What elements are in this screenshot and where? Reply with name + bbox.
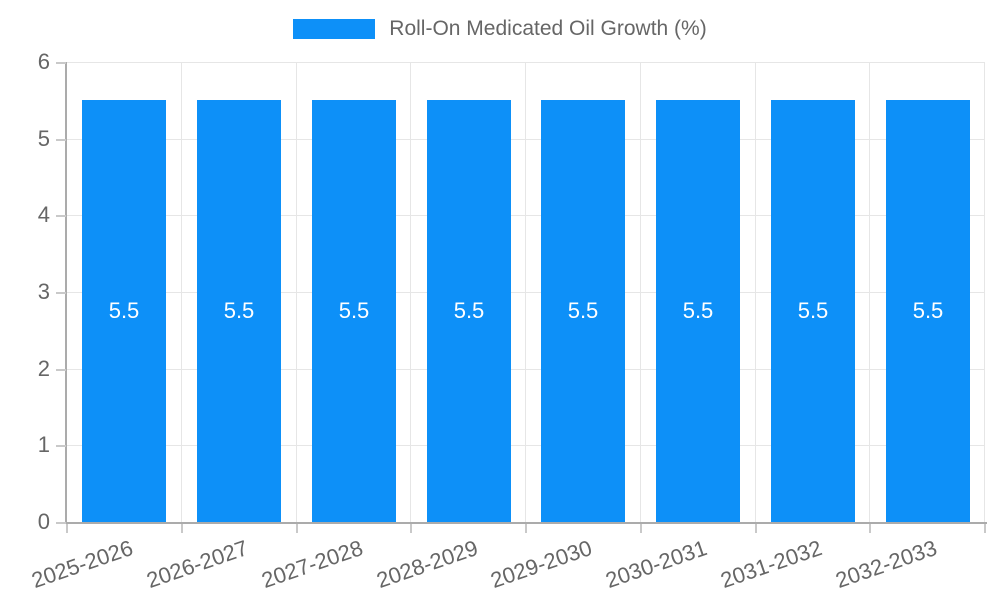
x-tick-label: 2025-2026 [28, 535, 136, 593]
x-tick-label: 2031-2032 [717, 535, 825, 593]
y-tick-mark [56, 369, 66, 371]
bar[interactable]: 5.5 [771, 100, 855, 522]
bar[interactable]: 5.5 [197, 100, 281, 522]
x-tick-mark [410, 524, 412, 533]
x-tick-mark [640, 524, 642, 533]
x-tick-mark [869, 524, 871, 533]
legend-label: Roll-On Medicated Oil Growth (%) [389, 17, 707, 40]
bar-value-label: 5.5 [108, 298, 140, 323]
plot-area: 5.5 5.5 5.5 5.5 5.5 5.5 5.5 5.5 [67, 62, 985, 522]
y-tick-mark [56, 139, 66, 141]
x-tick-mark [296, 524, 298, 533]
y-tick-label: 2 [37, 356, 50, 381]
bar-value-label: 5.5 [223, 298, 255, 323]
y-tick-mark [56, 292, 66, 294]
x-tick-label: 2027-2028 [258, 535, 366, 593]
x-axis-line [65, 522, 987, 524]
y-gridline [67, 139, 985, 140]
y-tick-label: 6 [37, 49, 50, 74]
x-gridline [296, 62, 297, 522]
x-gridline [640, 62, 641, 522]
x-tick-mark [66, 524, 68, 533]
x-tick-mark [984, 524, 986, 533]
x-gridline [525, 62, 526, 522]
y-gridline [67, 369, 985, 370]
x-tick-mark [181, 524, 183, 533]
y-tick-mark [56, 445, 66, 447]
bar-value-label: 5.5 [797, 298, 829, 323]
chart-legend[interactable]: Roll-On Medicated Oil Growth (%) [0, 16, 1000, 42]
bar[interactable]: 5.5 [541, 100, 625, 522]
bar[interactable]: 5.5 [656, 100, 740, 522]
x-tick-label: 2030-2031 [602, 535, 710, 593]
x-tick-label: 2032-2033 [832, 535, 940, 593]
y-gridline [67, 292, 985, 293]
y-gridline [67, 62, 985, 63]
bar-value-label: 5.5 [567, 298, 599, 323]
bar-value-label: 5.5 [912, 298, 944, 323]
bar-value-label: 5.5 [338, 298, 370, 323]
y-tick-label: 3 [37, 279, 50, 304]
y-tick-mark [56, 522, 66, 524]
y-gridline [67, 445, 985, 446]
bar-value-label: 5.5 [453, 298, 485, 323]
y-tick-label: 4 [37, 202, 50, 227]
x-gridline [410, 62, 411, 522]
y-tick-mark [56, 215, 66, 217]
bar[interactable]: 5.5 [82, 100, 166, 522]
y-tick-label: 5 [37, 126, 50, 151]
y-tick-mark [56, 62, 66, 64]
x-tick-label: 2029-2030 [487, 535, 595, 593]
bar[interactable]: 5.5 [312, 100, 396, 522]
legend-swatch [293, 19, 376, 39]
x-gridline [755, 62, 756, 522]
y-tick-label: 0 [37, 509, 50, 534]
y-tick-label: 1 [37, 432, 50, 457]
x-tick-mark [755, 524, 757, 533]
bar-value-label: 5.5 [682, 298, 714, 323]
x-gridline [869, 62, 870, 522]
x-tick-label: 2028-2029 [373, 535, 481, 593]
x-tick-label: 2026-2027 [143, 535, 251, 593]
y-gridline [67, 215, 985, 216]
x-gridline [181, 62, 182, 522]
x-tick-mark [525, 524, 527, 533]
x-gridline [984, 62, 985, 522]
bar[interactable]: 5.5 [427, 100, 511, 522]
y-axis-line [65, 62, 67, 524]
bar[interactable]: 5.5 [886, 100, 970, 522]
